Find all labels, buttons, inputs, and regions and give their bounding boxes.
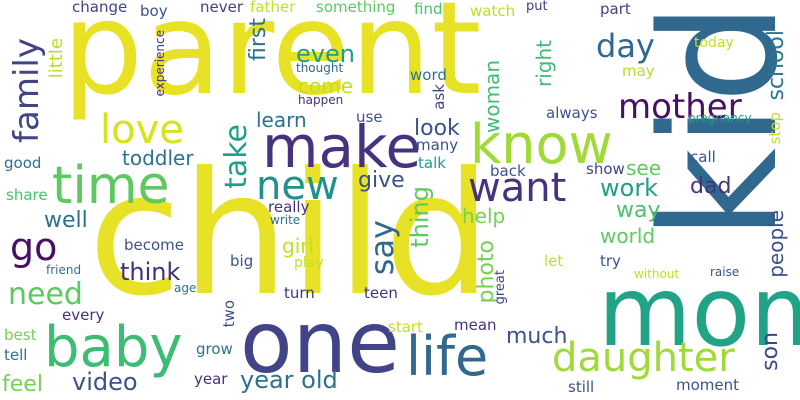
word-change: change: [72, 0, 128, 16]
word-every: every: [62, 306, 105, 324]
word-ask: ask: [430, 84, 448, 110]
word-today: today: [694, 35, 734, 51]
word-share: share: [6, 186, 48, 204]
word-give: give: [358, 168, 405, 193]
word-feel: feel: [2, 372, 43, 397]
word-mother: mother: [618, 87, 742, 127]
word-love: love: [100, 107, 184, 153]
word-new: new: [256, 163, 339, 209]
word-start: start: [388, 318, 423, 336]
word-grow: grow: [196, 340, 233, 358]
word-son: son: [758, 332, 783, 371]
word-something: something: [316, 0, 396, 16]
word-take: take: [219, 124, 254, 189]
word-part: part: [600, 0, 631, 18]
word-many: many: [416, 136, 459, 154]
word-teen: teen: [364, 284, 398, 302]
word-life: life: [406, 325, 489, 388]
word-year-old: year old: [240, 366, 338, 394]
word-great: great: [493, 270, 508, 305]
word-little: little: [46, 38, 67, 79]
word-think: think: [120, 258, 181, 286]
word-child: child: [88, 136, 492, 334]
word-best: best: [4, 326, 37, 344]
word-first: first: [246, 18, 271, 61]
word-need: need: [8, 277, 83, 312]
word-come: come: [298, 74, 354, 98]
word-pregnancy: pregnancy: [688, 111, 752, 125]
word-year: year: [194, 370, 228, 388]
word-day: day: [596, 27, 655, 65]
word-look: look: [414, 116, 460, 141]
word-well: well: [44, 208, 88, 233]
word-become: become: [124, 236, 185, 254]
word-make: make: [262, 113, 422, 181]
word-help: help: [462, 204, 506, 228]
word-boy: boy: [140, 2, 168, 20]
word-people: people: [764, 210, 788, 278]
word-call: call: [690, 148, 716, 166]
word-experience: experience: [153, 30, 167, 97]
word-right: right: [532, 40, 556, 87]
word-stop: stop: [766, 112, 784, 145]
word-even: even: [296, 40, 355, 68]
word-talk: talk: [418, 154, 446, 172]
word-never: never: [200, 0, 244, 16]
word-father: father: [250, 0, 296, 16]
word-family: family: [7, 38, 47, 143]
word-moment: moment: [676, 376, 740, 394]
word-really: really: [268, 198, 310, 216]
word-try: try: [600, 252, 621, 270]
word-always: always: [546, 104, 598, 122]
word-big: big: [230, 252, 254, 270]
word-learn: learn: [256, 108, 307, 132]
word-good: good: [4, 154, 42, 172]
word-dad: dad: [690, 174, 732, 199]
word-parent: parent: [62, 0, 482, 124]
word-girl: girl: [282, 234, 315, 258]
word-may: may: [622, 62, 655, 80]
word-still: still: [568, 378, 595, 396]
word-happen: happen: [298, 93, 344, 107]
word-word: word: [410, 66, 447, 84]
word-know: know: [470, 113, 613, 176]
word-show: show: [586, 160, 625, 178]
word-back: back: [490, 162, 526, 180]
word-turn: turn: [284, 284, 315, 302]
word-raise: raise: [710, 265, 740, 279]
word-go: go: [10, 225, 58, 269]
word-play: play: [294, 255, 324, 271]
word-write: write: [270, 213, 301, 227]
word-time: time: [52, 156, 170, 216]
word-work: work: [600, 174, 659, 202]
word-school: school: [764, 30, 789, 101]
word-video: video: [72, 368, 138, 396]
word-thought: thought: [296, 61, 344, 75]
word-daughter: daughter: [552, 335, 735, 381]
word-baby: baby: [44, 315, 183, 380]
word-let: let: [544, 252, 564, 270]
word-one: one: [240, 293, 401, 393]
word-find: find: [414, 0, 443, 18]
word-say: say: [363, 220, 401, 276]
word-tell: tell: [4, 346, 28, 364]
word-put: put: [526, 0, 548, 14]
word-woman: woman: [480, 60, 504, 134]
word-thing: thing: [406, 186, 434, 248]
word-friend: friend: [46, 263, 82, 277]
word-use: use: [356, 108, 383, 126]
word-toddler: toddler: [122, 146, 194, 170]
word-see: see: [626, 156, 662, 180]
word-mom: mom: [598, 256, 800, 368]
word-without: without: [634, 267, 680, 281]
word-world: world: [600, 224, 656, 248]
word-want: want: [468, 165, 567, 211]
word-mean: mean: [454, 316, 497, 334]
word-much: much: [506, 324, 568, 349]
word-two: two: [220, 300, 238, 328]
word-way: way: [616, 198, 661, 223]
word-age: age: [174, 281, 197, 295]
word-watch: watch: [470, 2, 516, 20]
